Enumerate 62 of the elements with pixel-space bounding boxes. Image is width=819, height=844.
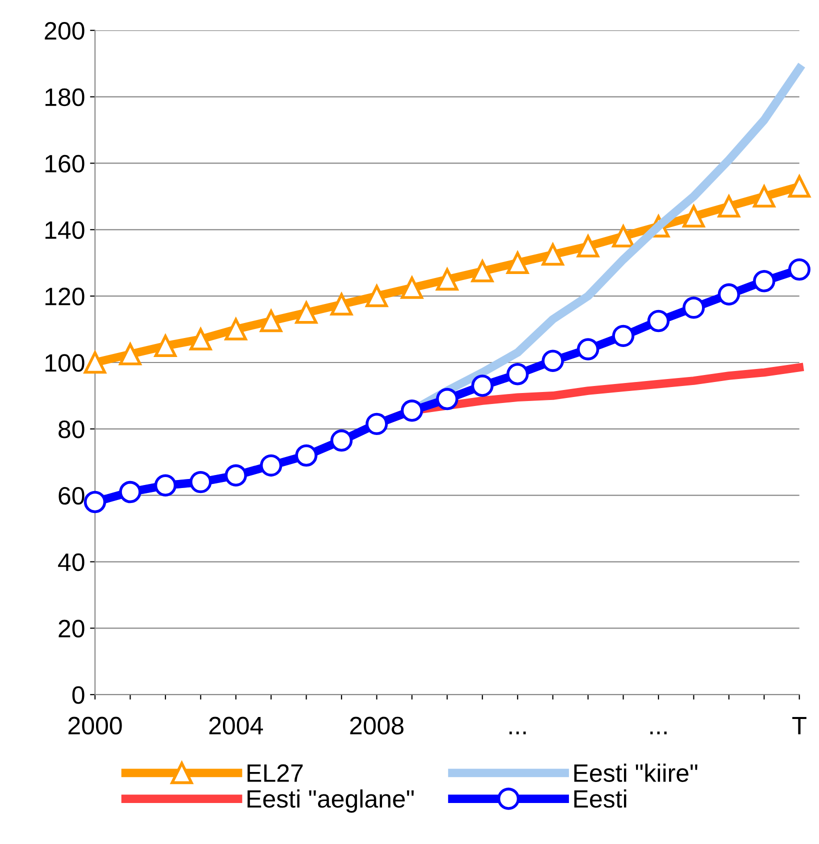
x-tick-label: ... <box>509 732 526 734</box>
point <box>84 351 106 374</box>
y-tick-label: 180 <box>45 88 84 106</box>
y-tick-label: 60 <box>58 486 84 505</box>
point <box>295 444 318 467</box>
legend-label: Eesti <box>574 789 626 808</box>
point <box>224 318 247 340</box>
y-tick-label: 200 <box>44 22 84 40</box>
point <box>542 243 564 266</box>
point <box>506 252 529 274</box>
x-tick-label: T <box>792 717 806 734</box>
legend-label: Eesti "aeglane" <box>248 789 414 813</box>
point <box>190 470 212 494</box>
point <box>154 334 177 358</box>
point <box>471 260 494 282</box>
legend-label: EL27 <box>248 764 303 782</box>
point <box>330 429 353 452</box>
point <box>260 454 282 477</box>
point <box>718 195 740 218</box>
point <box>330 293 353 316</box>
point <box>576 338 600 360</box>
point <box>84 490 106 514</box>
y-tick-label: 160 <box>45 154 84 173</box>
point <box>682 205 705 228</box>
point <box>260 310 282 332</box>
point <box>471 374 494 397</box>
point <box>612 225 634 248</box>
y-tick-label: 80 <box>58 420 84 438</box>
y-tick-label: 0 <box>72 686 84 704</box>
x-tick-label: ... <box>650 732 667 734</box>
x-tick-label: 2004 <box>209 716 263 735</box>
x-tick-label: 2008 <box>350 716 404 735</box>
point <box>224 464 247 487</box>
point <box>154 474 177 496</box>
point <box>366 412 388 436</box>
point <box>436 268 458 291</box>
point <box>400 276 424 299</box>
point <box>400 400 424 422</box>
point <box>295 302 318 324</box>
point <box>753 185 776 208</box>
point <box>119 343 142 366</box>
point <box>612 324 634 348</box>
point <box>190 328 212 350</box>
point <box>542 350 564 372</box>
x-tick-label: 2000 <box>68 716 122 735</box>
point <box>576 235 600 258</box>
point <box>366 284 388 308</box>
y-tick-label: 20 <box>58 620 84 638</box>
y-tick-label: 140 <box>45 221 84 239</box>
point <box>506 363 529 386</box>
point <box>436 388 458 410</box>
point <box>647 310 670 332</box>
y-tick-label: 100 <box>45 354 84 372</box>
point <box>788 175 810 198</box>
legend-label: Eesti "kiire" <box>574 764 698 782</box>
point <box>682 296 705 319</box>
y-tick-label: 120 <box>45 288 84 306</box>
point <box>718 283 740 306</box>
point <box>753 270 776 292</box>
y-tick-label: 40 <box>58 553 84 572</box>
point <box>119 480 142 504</box>
point <box>788 258 810 281</box>
